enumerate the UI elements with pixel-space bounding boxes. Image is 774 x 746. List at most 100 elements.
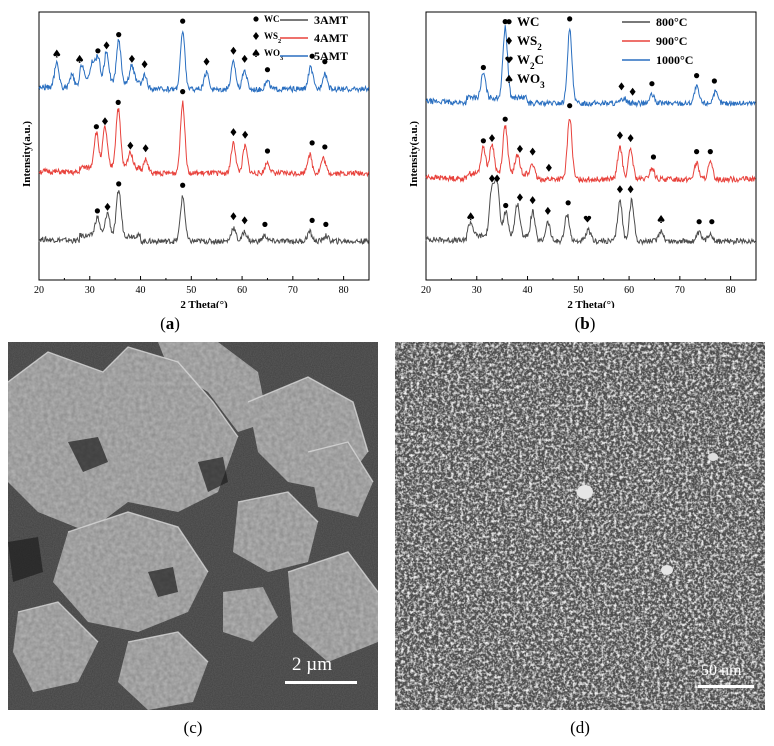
peak-marker	[629, 87, 636, 96]
peak-marker	[627, 134, 634, 143]
legend-marker-diamond	[253, 32, 259, 41]
scalebar-label-d: 50 nm	[701, 662, 742, 679]
scalebar-c	[285, 681, 357, 684]
peak-marker	[76, 54, 84, 63]
peak-marker	[503, 202, 509, 209]
peak-marker	[180, 182, 186, 188]
peak-marker	[529, 196, 536, 205]
peak-marker	[242, 130, 249, 139]
peak-marker	[711, 78, 717, 84]
legend-marker-spade	[252, 49, 260, 58]
x-tick-label: 20	[421, 285, 431, 296]
sem-c-texture	[8, 342, 378, 710]
peak-marker	[309, 217, 315, 223]
peak-marker	[323, 221, 329, 227]
legend-series-label: 4AMT	[314, 31, 348, 45]
peak-marker	[618, 82, 625, 91]
peak-marker	[230, 128, 237, 137]
peak-marker	[616, 185, 623, 194]
peak-marker	[322, 59, 328, 65]
peak-marker	[494, 174, 501, 183]
y-axis-label: Intensity(a.u.)	[21, 121, 33, 187]
peak-marker	[616, 131, 623, 140]
x-tick-label: 30	[472, 285, 482, 296]
sem-d-texture	[395, 342, 765, 710]
x-tick-label: 60	[624, 285, 634, 296]
peak-marker	[502, 116, 508, 122]
legend-series-label: 3AMT	[314, 13, 348, 27]
x-tick-label: 80	[726, 285, 736, 296]
peak-marker	[694, 73, 700, 79]
peak-marker	[104, 202, 111, 211]
legend-marker-heart	[505, 56, 513, 64]
series-line-2	[425, 25, 756, 108]
peak-marker	[489, 134, 495, 143]
peak-marker	[694, 149, 700, 155]
peak-marker	[264, 67, 271, 73]
caption-c: (c)	[183, 718, 203, 737]
legend-marker-diamond	[506, 36, 512, 45]
legend-label: W2C	[517, 52, 544, 71]
legend-label: WC	[517, 14, 539, 29]
peak-marker	[502, 19, 508, 25]
scalebar-label-c: 2 µm	[292, 654, 332, 675]
peak-marker	[650, 154, 657, 160]
peak-marker	[241, 216, 248, 225]
x-tick-label: 30	[85, 285, 95, 296]
peak-marker	[94, 208, 100, 214]
series-line-1	[425, 118, 756, 184]
peak-marker	[489, 174, 495, 183]
legend-series-label: 900°C	[656, 34, 687, 48]
legend-label: WS2	[264, 31, 281, 45]
peak-marker	[565, 200, 571, 206]
legend-label: WC	[264, 14, 280, 24]
peak-marker	[544, 206, 551, 215]
peak-marker	[142, 144, 149, 153]
sem-image-c: 2 µm	[8, 342, 378, 710]
legend-series-label: 800°C	[656, 15, 687, 29]
peak-marker	[262, 221, 268, 227]
series-line-0	[425, 177, 756, 246]
x-tick-label: 40	[136, 285, 146, 296]
x-tick-label: 70	[675, 285, 685, 296]
legend-series-label: 5AMT	[314, 49, 348, 63]
peak-marker	[53, 49, 61, 58]
x-tick-label: 40	[523, 285, 533, 296]
peak-marker	[516, 144, 523, 153]
peak-marker	[127, 141, 134, 150]
y-axis-label: Intensity(a.u.)	[408, 121, 420, 187]
xrd-chart-a: 20 30 40 50 60 70 80 2 Theta(°) Intensity(a.u.) W…	[21, 11, 370, 308]
legend-marker-circle	[253, 16, 259, 22]
peak-marker	[480, 64, 486, 71]
peak-marker	[583, 215, 592, 223]
peak-marker	[709, 219, 715, 225]
peak-marker	[180, 89, 186, 95]
peak-marker	[116, 31, 122, 38]
series-line-2	[38, 30, 370, 94]
x-tick-label: 80	[339, 285, 349, 296]
sem-image-d: 50 nm	[395, 342, 765, 710]
plot-frame	[38, 11, 370, 281]
peak-marker	[649, 81, 655, 87]
caption-d: (d)	[570, 718, 590, 737]
legend-series-label: 1000°C	[656, 53, 693, 67]
peak-marker	[93, 124, 99, 130]
peak-marker	[516, 193, 523, 202]
peak-marker	[264, 148, 271, 154]
peak-marker	[467, 212, 475, 221]
peak-marker	[141, 60, 148, 69]
peak-marker	[115, 99, 121, 105]
series-line-0	[38, 190, 370, 246]
peak-marker	[95, 48, 101, 54]
x-tick-label: 50	[186, 285, 196, 296]
peak-marker	[116, 181, 122, 187]
legend-label: WS2	[517, 33, 542, 52]
peak-marker	[241, 54, 248, 63]
x-tick-label: 20	[34, 285, 44, 296]
peak-marker	[309, 140, 315, 146]
peak-marker	[567, 103, 573, 109]
caption-b: (b)	[574, 314, 596, 333]
legend-label: WO3	[264, 48, 283, 62]
peak-marker	[102, 117, 108, 126]
peak-marker	[128, 54, 135, 63]
